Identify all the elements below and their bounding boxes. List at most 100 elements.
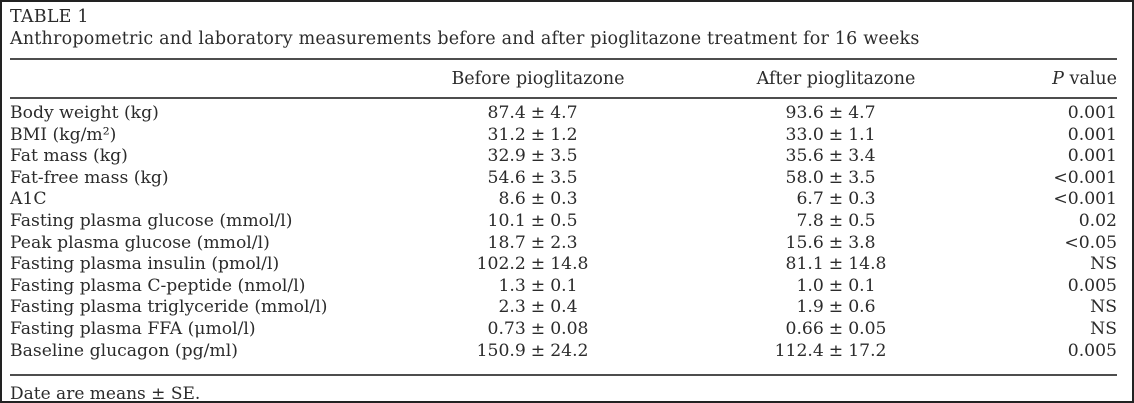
after-value: 35.6 <box>785 146 824 167</box>
cell-before: 8.6 ± 0.3 <box>432 189 644 211</box>
before-se: 0.5 <box>550 210 578 231</box>
after-se: 14.8 <box>848 254 887 275</box>
after-value: 7.8 <box>796 210 824 231</box>
before-value: 2.3 <box>498 297 526 318</box>
after-value: 6.7 <box>796 189 824 210</box>
cell-after: 35.6 ± 3.4 <box>644 146 1028 168</box>
before-value: 102.2 <box>476 254 526 275</box>
plus-minus-sign: ± <box>530 103 546 123</box>
plus-minus-sign: ± <box>828 297 844 318</box>
cell-after: 1.0 ± 0.1 <box>644 276 1028 298</box>
after-se: 0.5 <box>848 210 876 231</box>
cell-after: 1.9 ± 0.6 <box>644 297 1028 319</box>
table-header-row: Before pioglitazone After pioglitazone P… <box>10 60 1117 97</box>
cell-after: 58.0 ± 3.5 <box>644 168 1028 190</box>
row-label: Peak plasma glucose (mmol/l) <box>10 232 270 253</box>
cell-p-value: NS <box>1090 318 1117 339</box>
before-value: 54.6 <box>487 167 526 188</box>
before-value: 1.3 <box>498 275 526 296</box>
cell-after: 15.6 ± 3.8 <box>644 233 1028 255</box>
plus-minus-sign: ± <box>828 210 844 231</box>
row-label: Fasting plasma C-peptide (nmol/l) <box>10 275 306 296</box>
cell-before: 54.6 ± 3.5 <box>432 168 644 190</box>
table-caption: Anthropometric and laboratory measuremen… <box>10 29 920 49</box>
cell-after: 112.4 ± 17.2 <box>644 341 1028 363</box>
divider-under-header <box>10 97 1117 99</box>
plus-minus-sign: ± <box>530 167 546 188</box>
plus-minus-sign: ± <box>828 146 844 167</box>
plus-minus-sign: ± <box>828 275 844 296</box>
cell-before: 10.1 ± 0.5 <box>432 211 644 233</box>
row-label: BMI (kg/m²) <box>10 124 117 145</box>
before-se: 24.2 <box>550 340 589 361</box>
cell-p-value: 0.001 <box>1067 124 1117 145</box>
after-value: 0.66 <box>785 318 824 339</box>
before-se: 1.2 <box>550 124 578 145</box>
table-row: A1C 8.6 ± 0.3 6.7 ± 0.3 <0.001 <box>10 189 1117 211</box>
before-value: 0.73 <box>487 318 526 339</box>
after-value: 1.9 <box>796 297 824 318</box>
before-se: 3.5 <box>550 167 578 188</box>
plus-minus-sign: ± <box>530 232 546 253</box>
plus-minus-sign: ± <box>828 232 844 253</box>
cell-p-value: <0.05 <box>1064 232 1117 253</box>
cell-before: 0.73 ± 0.08 <box>432 319 644 341</box>
row-label: Fasting plasma glucose (mmol/l) <box>10 210 293 231</box>
cell-before: 2.3 ± 0.4 <box>432 297 644 319</box>
cell-p-value: NS <box>1090 297 1117 318</box>
before-se: 0.4 <box>550 297 578 318</box>
plus-minus-sign: ± <box>530 210 546 231</box>
table-row: Fasting plasma triglyceride (mmol/l) 2.3… <box>10 297 1117 319</box>
after-se: 3.8 <box>848 232 876 253</box>
row-label: Fat-free mass (kg) <box>10 167 169 188</box>
header-p-rest: value <box>1063 68 1117 89</box>
plus-minus-sign: ± <box>828 254 844 275</box>
before-value: 150.9 <box>476 340 526 361</box>
table-row: Fasting plasma C-peptide (nmol/l) 1.3 ± … <box>10 276 1117 298</box>
row-label: Fasting plasma FFA (μmol/l) <box>10 318 256 339</box>
before-value: 10.1 <box>487 210 526 231</box>
after-se: 3.5 <box>848 167 876 188</box>
after-value: 81.1 <box>785 254 824 275</box>
table-row: Peak plasma glucose (mmol/l) 18.7 ± 2.3 … <box>10 233 1117 255</box>
before-value: 18.7 <box>487 232 526 253</box>
table-number-label: TABLE 1 <box>10 7 89 27</box>
after-value: 33.0 <box>785 124 824 145</box>
cell-p-value: 0.001 <box>1067 103 1117 123</box>
after-se: 1.1 <box>848 124 876 145</box>
before-se: 4.7 <box>550 103 578 123</box>
plus-minus-sign: ± <box>530 146 546 167</box>
cell-before: 102.2 ± 14.8 <box>432 254 644 276</box>
after-value: 112.4 <box>774 340 824 361</box>
row-label: Fat mass (kg) <box>10 146 128 167</box>
table-row: Baseline glucagon (pg/ml) 150.9 ± 24.2 1… <box>10 341 1117 363</box>
after-se: 17.2 <box>848 340 887 361</box>
cell-before: 87.4 ± 4.7 <box>432 103 644 125</box>
after-se: 4.7 <box>848 103 876 123</box>
cell-p-value: <0.001 <box>1053 167 1117 188</box>
row-label: Fasting plasma insulin (pmol/l) <box>10 254 280 275</box>
after-se: 0.3 <box>848 189 876 210</box>
cell-after: 93.6 ± 4.7 <box>644 103 1028 125</box>
after-se: 0.1 <box>848 275 876 296</box>
before-value: 87.4 <box>487 103 526 123</box>
before-se: 0.3 <box>550 189 578 210</box>
row-label: Baseline glucagon (pg/ml) <box>10 340 238 361</box>
table-row: Fasting plasma FFA (μmol/l) 0.73 ± 0.08 … <box>10 319 1117 341</box>
cell-p-value: 0.001 <box>1067 146 1117 167</box>
before-value: 8.6 <box>498 189 526 210</box>
row-label: Fasting plasma triglyceride (mmol/l) <box>10 297 328 318</box>
after-se: 0.6 <box>848 297 876 318</box>
header-after-pioglitazone: After pioglitazone <box>756 68 916 89</box>
after-value: 58.0 <box>785 167 824 188</box>
table-footnote: Date are means ± SE. <box>10 384 201 403</box>
table-row: Fat mass (kg) 32.9 ± 3.5 35.6 ± 3.4 0.00… <box>10 146 1117 168</box>
plus-minus-sign: ± <box>828 189 844 210</box>
cell-before: 32.9 ± 3.5 <box>432 146 644 168</box>
cell-p-value: 0.005 <box>1067 340 1117 361</box>
plus-minus-sign: ± <box>530 189 546 210</box>
header-p-italic: P <box>1052 68 1064 89</box>
before-value: 31.2 <box>487 124 526 145</box>
